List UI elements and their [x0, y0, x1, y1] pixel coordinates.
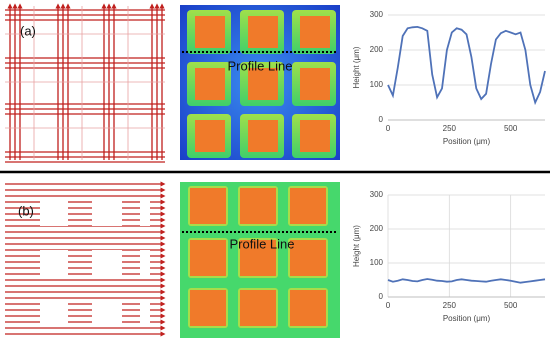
y-tick-label: 100: [370, 258, 384, 267]
y-tick-label: 0: [379, 292, 384, 301]
tile-top: [300, 68, 330, 100]
y-tick-label: 200: [370, 45, 384, 54]
tile-top: [248, 16, 278, 48]
x-tick-label: 0: [386, 301, 391, 310]
x-tick-label: 500: [504, 124, 518, 133]
tile-top: [248, 120, 278, 152]
height-map-b: [180, 182, 340, 338]
tile-top: [195, 68, 225, 100]
gap: [92, 250, 122, 276]
x-axis-label: Position (μm): [443, 137, 491, 146]
panel-label: (a): [20, 23, 36, 38]
scan-pattern-b: [5, 181, 166, 337]
tile-top: [240, 240, 276, 276]
y-tick-label: 100: [370, 80, 384, 89]
height-map-a: [180, 5, 340, 160]
tile-top: [300, 120, 330, 152]
tile-top: [290, 240, 326, 276]
tile-top: [290, 188, 326, 224]
x-tick-label: 0: [386, 124, 391, 133]
x-tick-label: 250: [443, 301, 457, 310]
gap: [92, 300, 122, 326]
gap: [140, 250, 150, 276]
y-tick-label: 300: [370, 10, 384, 19]
tile-top: [190, 290, 226, 326]
panel-label: (b): [18, 203, 34, 218]
tile-top: [190, 188, 226, 224]
tile-top: [195, 16, 225, 48]
gap: [40, 250, 68, 276]
y-axis-label: Height (μm): [352, 46, 361, 88]
tile-top: [240, 290, 276, 326]
y-axis-label: Height (μm): [352, 225, 361, 267]
gap: [140, 300, 150, 326]
x-tick-label: 500: [504, 301, 518, 310]
tile-top: [300, 16, 330, 48]
tile-top: [240, 188, 276, 224]
tile-top: [248, 68, 278, 100]
scan-pattern-a: [5, 3, 165, 163]
tile-top: [290, 290, 326, 326]
series-line: [387, 25, 546, 106]
gap: [40, 200, 68, 226]
tile-top: [190, 240, 226, 276]
tile-top: [195, 120, 225, 152]
series-line: [387, 278, 546, 284]
profile-label: Profile Line: [227, 58, 292, 73]
y-tick-label: 300: [370, 190, 384, 199]
gap: [92, 200, 122, 226]
gap: [140, 200, 150, 226]
gap: [40, 300, 68, 326]
profile-label: Profile Line: [229, 236, 294, 251]
x-tick-label: 250: [443, 124, 457, 133]
y-tick-label: 0: [379, 115, 384, 124]
x-axis-label: Position (μm): [443, 314, 491, 323]
y-tick-label: 200: [370, 224, 384, 233]
